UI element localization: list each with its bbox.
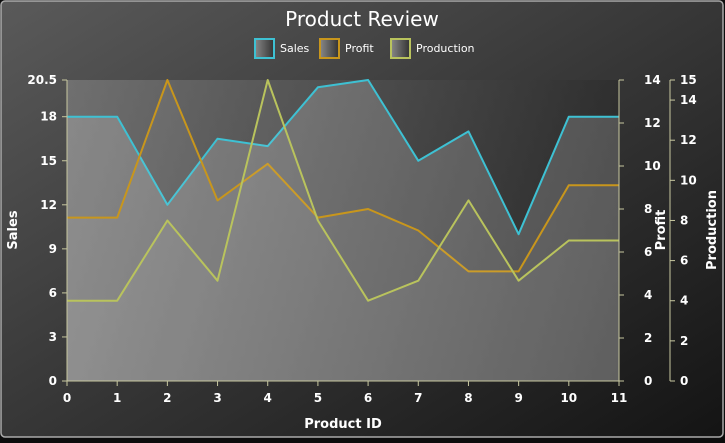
legend-label-profit: Profit	[345, 42, 374, 55]
y-axis-title-profit: Profit	[654, 210, 669, 251]
legend-swatch-sales	[255, 39, 274, 58]
x-tick-label: 0	[63, 391, 71, 405]
legend-swatch-production	[391, 39, 410, 58]
y-tick-label-sales: 20.5	[27, 73, 57, 87]
y-tick-label-profit: 6	[644, 245, 652, 259]
x-tick-label: 6	[364, 391, 372, 405]
y-tick-label-production: 0	[680, 374, 688, 388]
y-tick-label-production: 12	[680, 133, 697, 147]
y-tick-label-profit: 4	[644, 288, 652, 302]
y-axis-title-production: Production	[705, 190, 720, 270]
y-axis-title-sales: Sales	[6, 210, 21, 249]
x-tick-label: 11	[611, 391, 628, 405]
y-tick-label-profit: 10	[644, 159, 661, 173]
y-tick-label-production: 2	[680, 334, 688, 348]
y-tick-label-sales: 9	[49, 242, 57, 256]
legend-label-sales: Sales	[280, 42, 310, 55]
y-tick-label-sales: 0	[49, 374, 57, 388]
plot-area	[67, 80, 619, 381]
chart-title: Product Review	[285, 7, 439, 31]
x-tick-label: 10	[560, 391, 577, 405]
x-tick-label: 5	[314, 391, 322, 405]
x-tick-label: 1	[113, 391, 121, 405]
y-tick-label-production: 15	[680, 73, 697, 87]
x-tick-label: 7	[414, 391, 422, 405]
y-tick-label-profit: 12	[644, 116, 661, 130]
y-tick-label-sales: 15	[40, 154, 57, 168]
y-tick-label-profit: 2	[644, 331, 652, 345]
y-tick-label-profit: 0	[644, 374, 652, 388]
y-tick-label-sales: 6	[49, 286, 57, 300]
y-tick-label-production: 4	[680, 294, 688, 308]
legend-label-production: Production	[416, 42, 475, 55]
x-tick-label: 8	[464, 391, 472, 405]
x-tick-label: 4	[264, 391, 272, 405]
y-tick-label-production: 6	[680, 254, 688, 268]
x-tick-label: 9	[514, 391, 522, 405]
y-tick-label-production: 10	[680, 173, 697, 187]
y-tick-label-profit: 8	[644, 202, 652, 216]
x-tick-label: 2	[163, 391, 171, 405]
legend-swatch-profit	[320, 39, 339, 58]
y-tick-label-profit: 14	[644, 73, 661, 87]
x-axis-title: Product ID	[304, 417, 382, 432]
y-tick-label-sales: 3	[49, 330, 57, 344]
y-tick-label-sales: 18	[40, 110, 57, 124]
x-tick-label: 3	[213, 391, 221, 405]
y-tick-label-sales: 12	[40, 198, 57, 212]
y-tick-label-production: 8	[680, 213, 688, 227]
y-tick-label-production: 14	[680, 93, 697, 107]
